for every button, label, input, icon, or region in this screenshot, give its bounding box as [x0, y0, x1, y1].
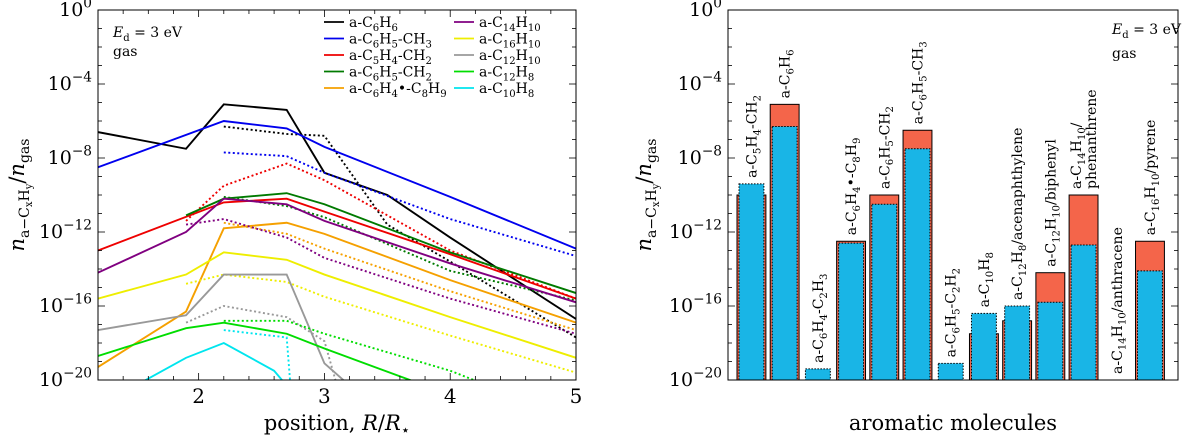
- bar-blue-a-c10h8: [970, 312, 997, 381]
- series-line-dotted-a-c10h8: [223, 329, 291, 380]
- x-axis-label: aromatic molecules: [849, 411, 1057, 435]
- bar-label-a-c6h5-ch2: a-C6H5-CH2: [877, 106, 896, 189]
- legend: a-C6H6a-C6H5-CH3a-C5H4-CH2a-C6H5-CH2a-C6…: [324, 15, 541, 100]
- right-y-tick-label: 10−8: [678, 143, 722, 169]
- bar-label-a-c12h8-acenaphthylene: a-C12H8/acenaphthylene: [1010, 128, 1029, 300]
- bar-blue-a-c12h8-acenaphthylene: [1004, 305, 1031, 381]
- annotation-energy: Ed = 3 eV: [112, 25, 183, 44]
- x-tick-label: 2: [192, 384, 205, 408]
- series-line-a-c10h8: [143, 341, 284, 380]
- left-y-tick-label: 100: [59, 0, 92, 21]
- legend-label-a-c10h8: a-C10H8: [479, 81, 534, 100]
- series-line-a-c12h10: [98, 273, 345, 380]
- series-line-a-c12h8: [98, 321, 413, 380]
- legend-label-a-c6h6: a-C6H6: [349, 15, 398, 34]
- series-lines: [98, 103, 576, 380]
- right-y-tick-label: 100: [689, 0, 722, 21]
- series-line-a-c6h5-ch3: [98, 120, 576, 250]
- series-line-dotted-a-c6h4-c8h9: [223, 221, 576, 331]
- bar-label-a-c6h5-c2h2: a-C6H5-C2H2: [944, 268, 963, 357]
- series-line-dotted-a-c16h10: [185, 273, 576, 374]
- bar-blue-a-c6h5-ch3: [904, 148, 931, 381]
- series-line-a-c14h10: [98, 197, 576, 304]
- legend-label-a-c16h10: a-C16H10: [479, 32, 541, 51]
- legend-label-a-c14h10: a-C14H10: [479, 15, 541, 34]
- bar-blue-a-c6h5-ch2: [871, 203, 898, 381]
- y-axis-label: na−CxHy/ngas: [5, 139, 35, 252]
- legend-label-a-c12h8: a-C12H8: [479, 65, 534, 84]
- bar-blue-a-c16h10-pyrene: [1137, 270, 1163, 381]
- bar-label-a-c5h4-ch2: a-C5H4-CH2: [744, 95, 763, 178]
- bar-label-a-c12h10-biphenyl: a-C12H10/biphenyl: [1043, 139, 1062, 267]
- bar-blue-a-c6h5-c2h2: [937, 362, 964, 381]
- bar-label-a-c6h4-c2h3: a-C6H4-C2H3: [811, 274, 830, 363]
- series-line-dotted-a-c6h5-ch3: [223, 151, 576, 257]
- bar-blue-a-c14h10-phenanthrene: [1070, 244, 1097, 381]
- series-line-dotted-a-c12h8: [223, 319, 477, 380]
- left-y-tick-label: 10−16: [39, 291, 92, 317]
- legend-label-a-c6h5-ch3: a-C6H5-CH3: [349, 32, 432, 51]
- y-axis-label: na−CxHy/ngas: [632, 139, 662, 252]
- bar-label-a-c6h6: a-C6H6: [778, 49, 797, 98]
- legend-label-a-c6h5-ch2: a-C6H5-CH2: [349, 65, 432, 84]
- annotation-phase: gas: [1112, 46, 1137, 62]
- right-y-tick-label: 10−16: [669, 291, 722, 317]
- x-tick-label: 5: [570, 384, 583, 408]
- legend-label-a-c6h4-c8h9: a-C6H4•-C8H9: [349, 81, 447, 100]
- bar-blue-a-c6h6: [771, 126, 798, 381]
- x-axis-label: position, R/R⋆: [264, 411, 410, 439]
- bar-label-a-c16h10-pyrene: a-C16H10/pyrene: [1143, 120, 1162, 236]
- bar-chart-panel: a-C5H4-CH2 a-C6H6 a-C6H4-C2H3 a-C6H4•-C8H9 a…: [632, 0, 1182, 435]
- right-y-tick-label: 10−12: [669, 217, 722, 243]
- series-line-dotted-a-c6h6: [223, 125, 576, 339]
- left-y-tick-label: 10−12: [39, 217, 92, 243]
- bar-blue-a-c5h4-ch2: [738, 183, 765, 381]
- annotation-energy: Ed = 3 eV: [1111, 22, 1182, 41]
- bar-blue-a-c6h4-c2h3: [804, 368, 831, 381]
- x-tick-label: 4: [444, 384, 457, 408]
- bar-label-a-c14h10-phenanthrene: a-C14H10/: [1069, 122, 1088, 189]
- right-y-tick-label: 10−4: [678, 69, 723, 95]
- legend-label-a-c5h4-ch2: a-C5H4-CH2: [349, 48, 432, 67]
- left-y-tick-label: 10−8: [48, 143, 92, 169]
- left-y-tick-label: 10−4: [48, 69, 93, 95]
- series-line-a-c6h4-c8h9: [98, 221, 576, 368]
- series-line-dotted-a-c12h10: [185, 305, 337, 380]
- series-line-dotted-a-c14h10: [185, 218, 576, 335]
- series-line-a-c5h4-ch2: [98, 197, 576, 300]
- bar-label-a-c10h8: a-C10H8: [977, 252, 996, 307]
- left-y-tick-label: 10−20: [39, 365, 92, 391]
- x-tick-label: 3: [318, 384, 331, 408]
- series-line-a-c6h6: [98, 103, 576, 320]
- series-line-a-c16h10: [98, 251, 576, 359]
- bar-blue-a-c12h10-biphenyl: [1037, 301, 1064, 381]
- bar-blue-a-c6h4-c8h9: [838, 242, 865, 381]
- bar-label-a-c14h10-anthracene: a-C14H10/anthracene: [1110, 227, 1129, 374]
- series-line-a-c6h5-ch2: [185, 192, 576, 294]
- bar-label-a-c14h10-phenanthrene: phenanthrene: [1084, 89, 1100, 189]
- bar-label-a-c6h5-ch3: a-C6H5-CH3: [910, 41, 929, 124]
- annotation-phase: gas: [113, 44, 138, 60]
- right-y-tick-label: 10−20: [669, 365, 722, 391]
- bar-label-a-c6h4-c8h9: a-C6H4•-C8H9: [844, 138, 863, 236]
- legend-label-a-c12h10: a-C12H10: [479, 48, 541, 67]
- line-chart-panel: 100 10−4 10−8 10−12 10−16 10−20 2 3 4 5 Ed = 3 eVg…: [5, 0, 582, 439]
